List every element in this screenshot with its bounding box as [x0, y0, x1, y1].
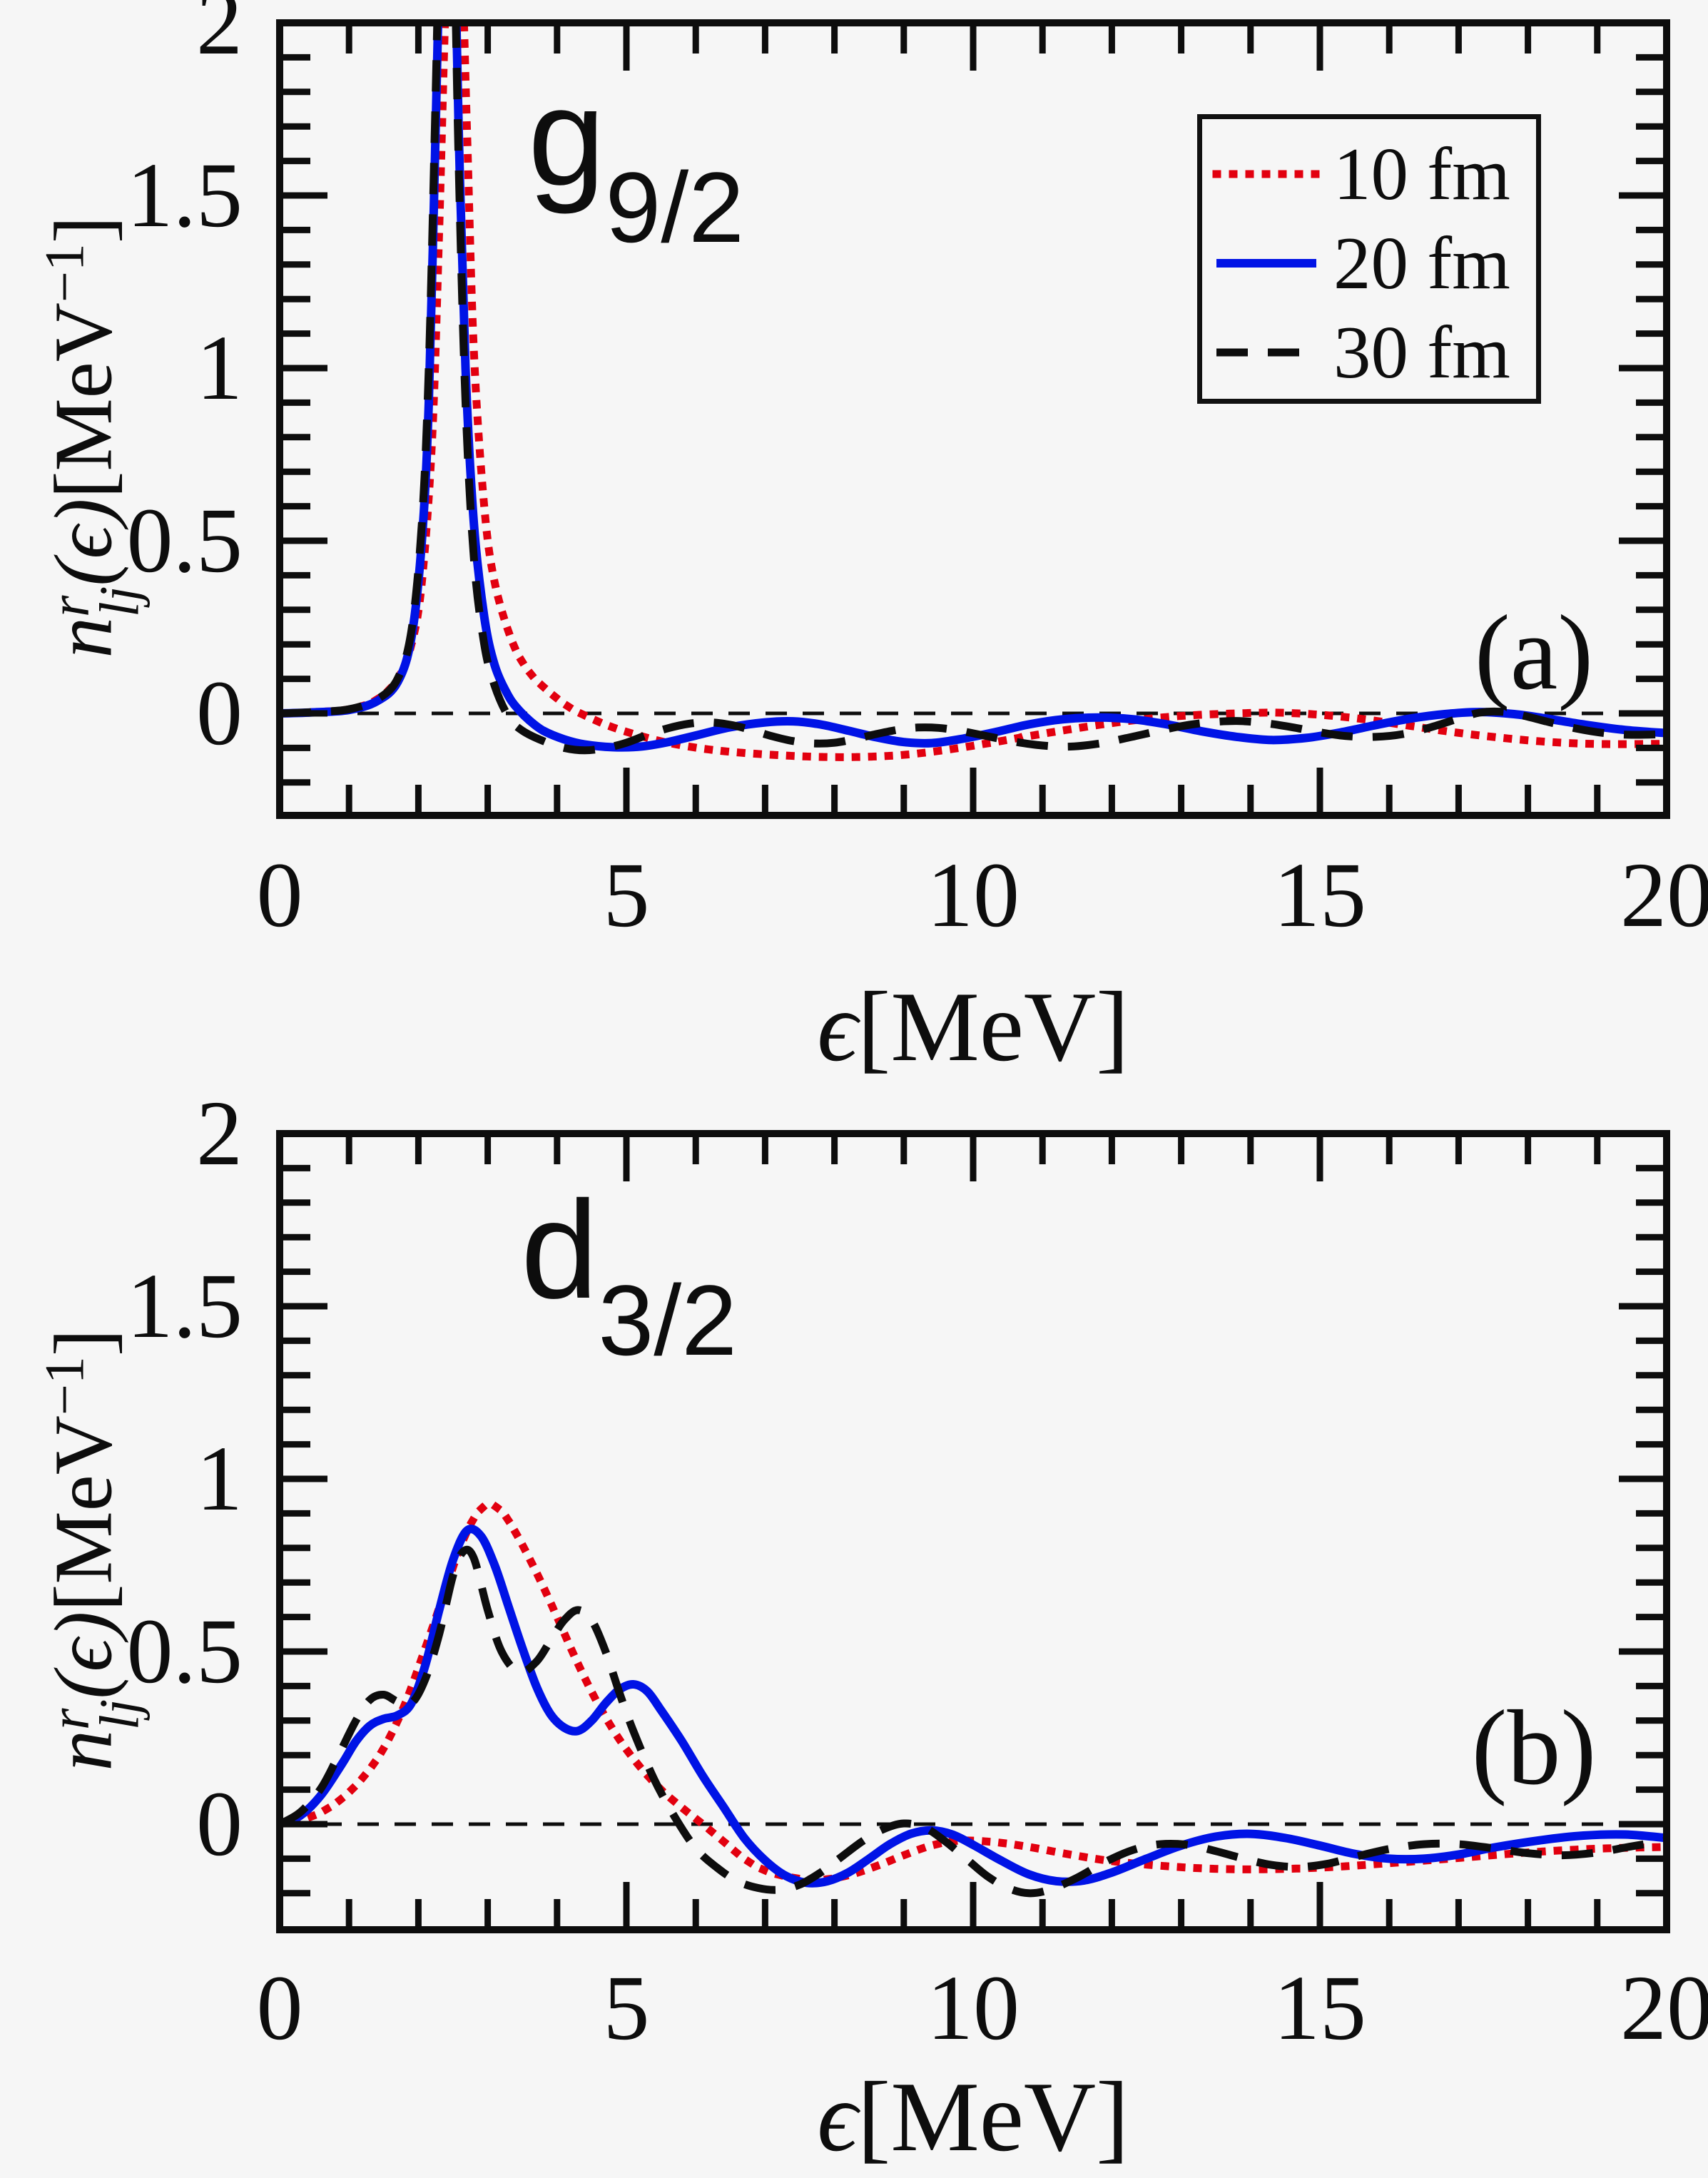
- ylabel-sup: r: [38, 595, 101, 618]
- x-axis-label-b: ϵ[MeV]: [817, 2062, 1129, 2172]
- legend-label: 10 fm: [1333, 132, 1510, 215]
- y-tick-label: 1.5: [126, 1255, 243, 1358]
- axes-frame-b: [276, 1130, 1670, 1933]
- legend-label: 30 fm: [1333, 310, 1510, 394]
- x-tick-label: 10: [927, 844, 1020, 947]
- panel-b-title: d3/2: [521, 1172, 738, 1377]
- y-tick-label: 2: [196, 1082, 243, 1185]
- x-tick-label: 20: [1620, 844, 1708, 947]
- legend-item-20fm: 20 fm: [1212, 220, 1526, 307]
- axes-frame-a: [276, 19, 1670, 819]
- panel-a-title: g9/2: [528, 59, 745, 264]
- legend-item-10fm: 10 fm: [1212, 131, 1526, 218]
- panel-a-letter: (a): [1474, 594, 1594, 712]
- curve-30fm-b: [283, 1545, 1663, 1898]
- legend-sample-dashed-line: [1216, 348, 1316, 357]
- legend-item-30fm: 30 fm: [1212, 309, 1526, 396]
- x-tick-label: 15: [1274, 844, 1366, 947]
- legend-sample-solid-line: [1216, 259, 1316, 268]
- legend: 10 fm 20 fm 30 fm: [1197, 114, 1541, 404]
- curve-30fm-a: [283, 26, 1663, 755]
- y-tick-label: 1: [196, 1428, 243, 1530]
- panel-b-letter: (b): [1471, 1689, 1597, 1807]
- y-tick-label: 0: [196, 1773, 243, 1876]
- x-tick-label: 5: [603, 844, 650, 947]
- x-tick-label: 20: [1620, 1957, 1708, 2060]
- legend-sample-dotted-line: [1212, 170, 1321, 178]
- y-tick-label: 1.5: [126, 144, 243, 247]
- y-tick-label: 0: [196, 662, 243, 765]
- curve-10fm-a: [283, 26, 1663, 761]
- x-tick-label: 0: [256, 844, 303, 947]
- x-tick-label: 10: [927, 1957, 1020, 2060]
- y-tick-label: 1: [196, 317, 243, 419]
- y-tick-label: 2: [196, 0, 243, 74]
- curve-10fm-b: [283, 1500, 1663, 1884]
- x-axis-label-a: ϵ[MeV]: [817, 972, 1129, 1082]
- x-tick-label: 15: [1274, 1957, 1366, 2060]
- x-tick-label: 5: [603, 1957, 650, 2060]
- y-tick-label: 0.5: [126, 489, 243, 592]
- y-tick-label: 0.5: [126, 1600, 243, 1703]
- legend-label: 20 fm: [1333, 221, 1510, 305]
- curve-20fm-b: [283, 1525, 1663, 1888]
- x-tick-label: 0: [256, 1957, 303, 2060]
